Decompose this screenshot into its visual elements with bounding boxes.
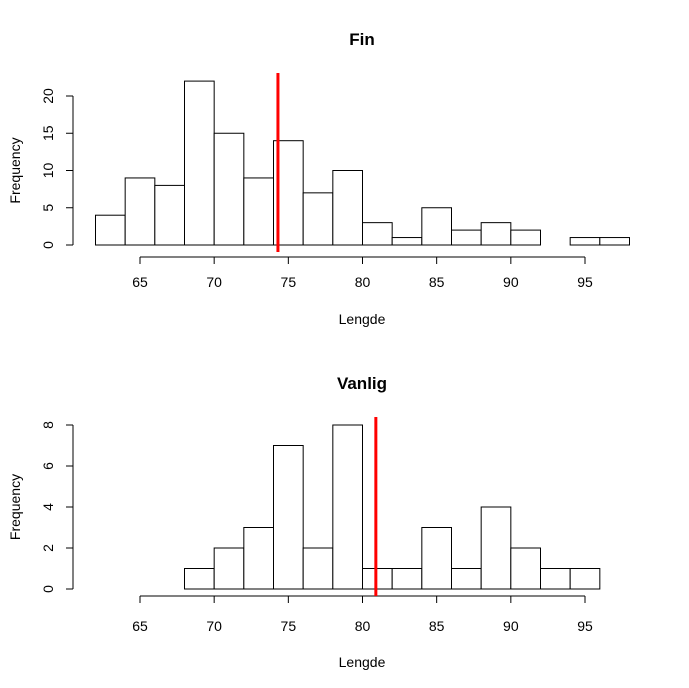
x-tick-label: 75 bbox=[281, 618, 297, 634]
histogram-bar bbox=[480, 222, 512, 246]
x-tick-label: 65 bbox=[132, 274, 148, 290]
histogram-bar bbox=[421, 207, 453, 246]
x-tick-label: 90 bbox=[503, 274, 519, 290]
histogram-bar bbox=[451, 229, 482, 246]
y-tick-label: 6 bbox=[40, 462, 56, 470]
y-tick-label: 5 bbox=[40, 204, 56, 212]
x-tick-label: 80 bbox=[355, 274, 371, 290]
y-tick-label: 4 bbox=[40, 503, 56, 511]
histogram-bar bbox=[332, 424, 364, 590]
x-tick-label: 75 bbox=[281, 274, 297, 290]
x-tick-label: 95 bbox=[577, 274, 593, 290]
histogram-bar bbox=[451, 568, 482, 590]
histogram-bar bbox=[391, 568, 423, 590]
histogram-bar bbox=[421, 527, 453, 590]
y-tick-label: 0 bbox=[40, 585, 56, 593]
y-tick-label: 2 bbox=[40, 544, 56, 552]
x-tick-label: 80 bbox=[355, 618, 371, 634]
histogram-bar bbox=[243, 527, 274, 590]
y-tick-label: 8 bbox=[40, 421, 56, 429]
panel-vanlig: Vanlig 65 70 75 80 85 90 95 0 2 4 6 8 Lengde Frequency bbox=[7, 374, 601, 670]
histogram-bar bbox=[124, 177, 156, 246]
histogram-bar bbox=[480, 506, 512, 590]
y-tick-label: 0 bbox=[40, 241, 56, 249]
histogram-bar bbox=[510, 229, 542, 246]
histogram-bar bbox=[302, 547, 334, 590]
histogram-bar bbox=[95, 214, 126, 246]
y-tick-label: 10 bbox=[40, 163, 56, 179]
histogram-bar bbox=[243, 177, 274, 246]
histogram-bar bbox=[391, 237, 423, 246]
x-axis-label: Lengde bbox=[339, 311, 386, 327]
chart-title: Vanlig bbox=[337, 374, 387, 393]
x-tick-label: 90 bbox=[503, 618, 519, 634]
y-tick-label: 15 bbox=[40, 125, 56, 141]
x-tick-label: 85 bbox=[429, 618, 445, 634]
histogram-bar bbox=[569, 237, 601, 246]
histogram-bar bbox=[302, 192, 334, 246]
x-tick-label: 85 bbox=[429, 274, 445, 290]
histogram-bar bbox=[184, 568, 215, 590]
x-tick-label: 70 bbox=[206, 274, 222, 290]
x-tick-label: 65 bbox=[132, 618, 148, 634]
y-tick-label: 20 bbox=[40, 88, 56, 104]
histogram-bar bbox=[362, 222, 393, 246]
histogram-bar bbox=[273, 445, 304, 590]
x-tick-label: 70 bbox=[206, 618, 222, 634]
histogram-bar bbox=[540, 568, 571, 590]
histogram-bar bbox=[510, 547, 542, 590]
panel-fin: Fin 65 70 75 80 85 90 95 0 5 10 15 20 Lengde Frequency bbox=[7, 30, 630, 327]
histogram-bar bbox=[599, 237, 630, 246]
histogram-bar bbox=[213, 547, 245, 590]
histogram-bar bbox=[213, 132, 245, 246]
chart-title: Fin bbox=[349, 30, 375, 49]
histogram-bar bbox=[154, 184, 185, 246]
histogram-bar bbox=[332, 170, 364, 246]
y-axis-label: Frequency bbox=[7, 474, 23, 540]
y-axis-label: Frequency bbox=[7, 137, 23, 203]
x-tick-label: 95 bbox=[577, 618, 593, 634]
x-axis-label: Lengde bbox=[339, 654, 386, 670]
histogram-bar bbox=[569, 568, 601, 590]
histogram-bar bbox=[184, 80, 215, 246]
